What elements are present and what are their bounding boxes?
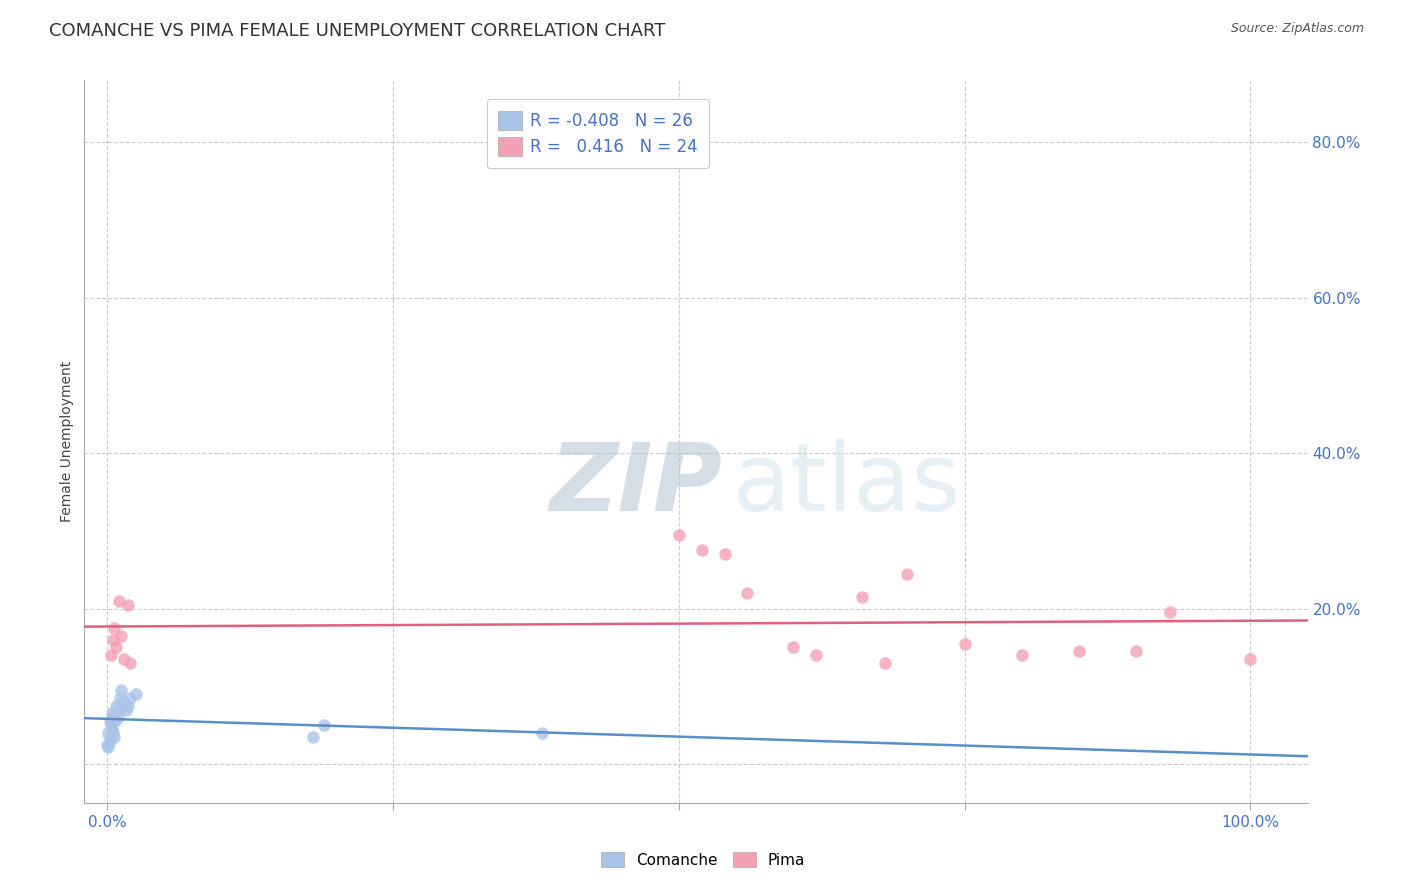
Point xyxy=(100,648,122,663)
Point xyxy=(117,698,139,713)
Point xyxy=(105,640,128,655)
Point xyxy=(98,733,121,747)
Point xyxy=(110,629,132,643)
Point xyxy=(110,683,132,698)
Point xyxy=(125,687,148,701)
Point xyxy=(107,702,129,716)
Point xyxy=(896,566,918,581)
Point xyxy=(101,632,124,647)
Point xyxy=(114,702,136,716)
Text: ZIP: ZIP xyxy=(550,439,723,531)
Point xyxy=(782,640,804,655)
Point xyxy=(112,652,135,666)
Text: Source: ZipAtlas.com: Source: ZipAtlas.com xyxy=(1230,22,1364,36)
Point xyxy=(737,586,759,600)
Point xyxy=(1239,652,1261,666)
Point xyxy=(873,656,896,670)
Point xyxy=(98,714,121,729)
Point xyxy=(101,706,124,721)
Point xyxy=(1125,644,1147,658)
Point xyxy=(120,690,142,705)
Point xyxy=(107,710,129,724)
Legend: Comanche, Pima: Comanche, Pima xyxy=(593,844,813,875)
Text: COMANCHE VS PIMA FEMALE UNEMPLOYMENT CORRELATION CHART: COMANCHE VS PIMA FEMALE UNEMPLOYMENT COR… xyxy=(49,22,665,40)
Point xyxy=(108,690,131,705)
Point xyxy=(530,726,553,740)
Point xyxy=(100,718,122,732)
Point xyxy=(97,739,120,754)
Text: atlas: atlas xyxy=(733,439,960,531)
Point xyxy=(107,594,129,608)
Point xyxy=(105,698,128,713)
Y-axis label: Female Unemployment: Female Unemployment xyxy=(60,361,75,522)
Point xyxy=(690,543,713,558)
Point xyxy=(1159,606,1181,620)
Point xyxy=(851,590,873,604)
Point xyxy=(1067,644,1090,658)
Point xyxy=(101,726,124,740)
Point xyxy=(302,730,325,744)
Point xyxy=(804,648,827,663)
Legend: R = -0.408   N = 26, R =   0.416   N = 24: R = -0.408 N = 26, R = 0.416 N = 24 xyxy=(486,99,710,168)
Point xyxy=(112,695,135,709)
Point xyxy=(668,528,690,542)
Point xyxy=(103,730,125,744)
Point xyxy=(101,722,124,736)
Point xyxy=(713,547,735,561)
Point xyxy=(104,714,127,729)
Point xyxy=(96,738,118,752)
Point xyxy=(120,656,142,670)
Point xyxy=(100,730,122,744)
Point xyxy=(103,621,125,635)
Point xyxy=(97,726,120,740)
Point xyxy=(1011,648,1033,663)
Point xyxy=(314,718,336,732)
Point xyxy=(953,636,976,650)
Point xyxy=(101,710,124,724)
Point xyxy=(117,598,139,612)
